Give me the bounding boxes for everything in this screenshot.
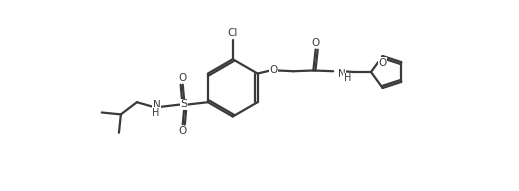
Text: O: O	[179, 126, 187, 136]
Text: O: O	[269, 66, 278, 75]
Text: S: S	[181, 100, 188, 109]
Text: H: H	[344, 73, 351, 83]
Text: N: N	[338, 69, 346, 79]
Text: N: N	[153, 100, 161, 110]
Text: O: O	[378, 57, 387, 67]
Text: O: O	[179, 73, 187, 83]
Text: H: H	[152, 108, 160, 118]
Text: O: O	[311, 38, 320, 48]
Text: Cl: Cl	[227, 28, 238, 38]
